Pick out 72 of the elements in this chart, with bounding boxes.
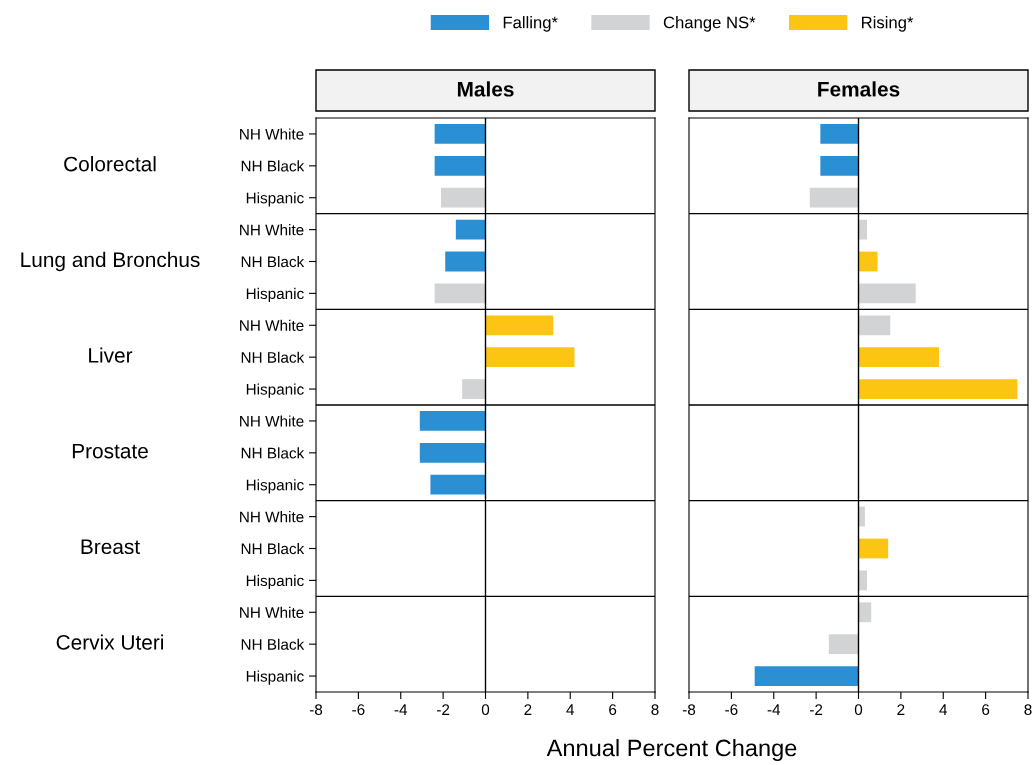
y-tick-label: NH Black	[241, 542, 305, 555]
bar	[419, 411, 486, 431]
text: Lung and Bronchus	[21, 251, 200, 272]
x-tick-label: -4	[394, 704, 408, 715]
bar	[445, 251, 486, 272]
bar	[820, 155, 859, 176]
bar	[430, 474, 486, 495]
y-tick-label: NH White	[240, 511, 304, 523]
bar	[858, 602, 872, 623]
x-tick-label: -2	[810, 704, 823, 715]
y-tick-label: NH White	[240, 319, 304, 331]
x-tick-label: -8	[309, 704, 323, 716]
x-tick-label: 0	[854, 704, 863, 716]
bar	[858, 379, 1018, 399]
bar	[434, 124, 486, 144]
y-tick-label: Hispanic	[246, 383, 304, 398]
x-tick-label: 0	[481, 704, 490, 716]
x-tick-label: -6	[352, 704, 365, 716]
bar	[809, 187, 859, 208]
x-tick-label: 6	[609, 704, 617, 716]
x-axis-title: Annual Percent Change	[546, 739, 797, 762]
x-tick-label: 8	[651, 704, 659, 716]
bar	[434, 283, 486, 304]
bar	[434, 155, 486, 176]
y-tick-label: NH Black	[241, 255, 305, 268]
text: Liver	[89, 347, 133, 363]
x-tick-label: -4	[767, 704, 781, 715]
x-tick-label: -2	[437, 704, 450, 715]
y-tick-label: Hispanic	[246, 670, 304, 685]
y-tick-label: Hispanic	[246, 287, 304, 303]
bar	[455, 219, 486, 240]
bar	[858, 347, 940, 368]
bar	[820, 124, 859, 144]
bar	[858, 251, 878, 272]
bar	[485, 315, 554, 336]
x-tick-label: 4	[566, 704, 575, 715]
legend-label: Rising*	[862, 16, 914, 32]
y-tick-label: NH Black	[241, 351, 305, 363]
text: Prostate	[72, 443, 148, 459]
y-tick-label: Hispanic	[246, 479, 304, 494]
bar	[485, 347, 575, 368]
y-tick-label: Hispanic	[246, 192, 304, 207]
bar	[441, 187, 486, 208]
y-tick-label: NH Black	[241, 447, 305, 459]
y-tick-label: NH Black	[241, 160, 305, 172]
y-tick-label: NH White	[240, 415, 304, 427]
y-tick-label: Hispanic	[246, 574, 304, 590]
x-tick-label: 4	[939, 704, 948, 715]
bar	[858, 315, 891, 336]
x-tick-label: 6	[982, 704, 990, 716]
x-tick-label: 8	[1024, 704, 1032, 716]
bar	[858, 283, 916, 304]
legend-label: Falling*	[503, 16, 558, 32]
x-tick-label: 2	[524, 704, 532, 715]
x-tick-label: -8	[682, 704, 696, 716]
y-tick-label: NH White	[240, 224, 304, 236]
y-tick-label: NH White	[240, 128, 304, 140]
bar	[858, 538, 889, 559]
chart-title: Males	[457, 81, 514, 97]
y-tick-label: NH White	[240, 606, 304, 618]
x-tick-label: -6	[725, 704, 738, 716]
text: Breast	[81, 539, 140, 555]
bar	[828, 634, 859, 655]
legend-label: Change NS*	[663, 16, 756, 32]
y-tick-label: NH Black	[241, 638, 305, 650]
bar	[462, 379, 486, 399]
bar	[754, 666, 859, 686]
chart-title: Females	[818, 81, 900, 97]
text: Cervix Uteri	[56, 634, 163, 650]
x-tick-label: 2	[897, 704, 905, 715]
bar	[419, 442, 486, 463]
text: Colorectal	[64, 156, 156, 172]
